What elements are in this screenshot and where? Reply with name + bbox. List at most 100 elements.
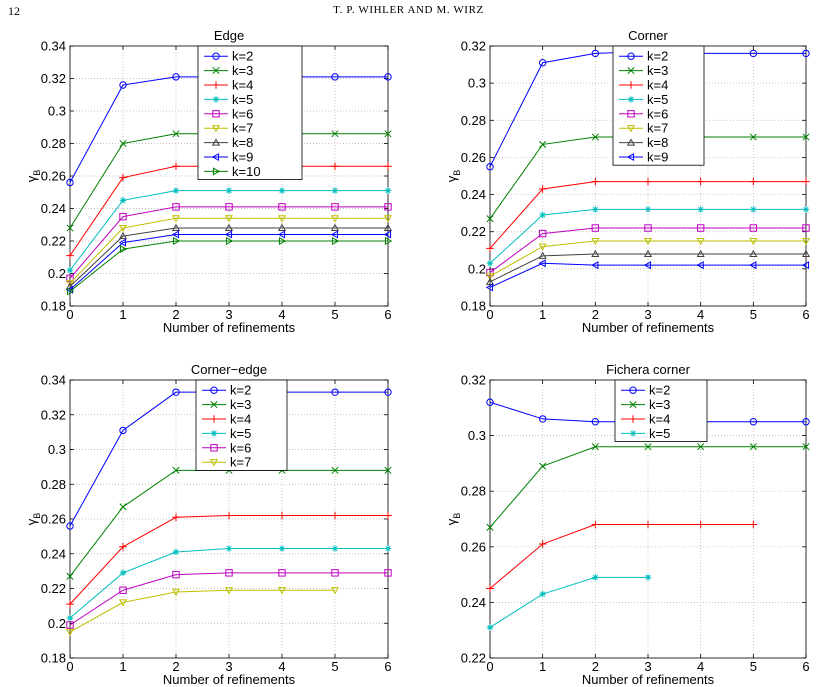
legend-item: k=10 [204,164,261,179]
data-point [749,261,757,270]
data-point [749,224,758,232]
x-tick-label: 3 [644,659,651,674]
legend-item: k=7 [204,121,253,136]
legend: k=2k=3k=4k=5k=6k=7k=8k=9 [612,45,705,166]
legend-label: k=2 [647,49,668,64]
series-line [69,572,388,626]
data-point [277,230,286,239]
data-point [210,401,218,409]
data-point [538,259,546,268]
data-point [644,224,652,232]
data-point [65,280,75,288]
data-point [225,569,233,577]
series-k-6 [66,203,392,283]
data-point [277,587,287,595]
series-k-5 [486,574,652,631]
data-point [119,212,127,221]
y-tick-label: 0.3 [48,442,66,457]
legend-item: k=5 [619,92,668,107]
data-point [697,443,705,451]
series-k-5 [66,187,392,274]
legend-item: k=2 [619,49,668,64]
legend-label: k=5 [647,92,668,107]
legend-item: k=5 [204,92,253,107]
data-point [172,73,180,81]
series-line [489,576,648,628]
data-point [277,215,287,223]
data-point [119,503,127,511]
ticks: 0 1 2 3 4 5 6 0.18 0.2 0.22 0.24 0.26 0.28 0.3 0.32 [461,39,810,323]
legend-item: k=8 [619,135,668,150]
data-point [486,624,494,631]
legend-label: k=9 [647,150,668,165]
x-tick-label: 1 [119,307,126,322]
x-tick-label: 3 [644,307,651,322]
x-tick-label: 6 [802,659,809,674]
data-point [212,52,220,60]
data-point [539,590,546,598]
legend-label: k=8 [647,135,668,150]
x-axis-label: Number of refinements [582,320,715,335]
data-point [802,49,810,58]
y-tick-label: 0.28 [461,113,486,128]
legend-label: k=4 [232,78,253,93]
data-point [66,522,74,530]
data-point [591,261,599,270]
data-point [212,110,220,118]
y-tick-label: 0.32 [461,373,486,388]
x-tick-label: 6 [802,307,809,322]
data-point [278,569,286,577]
data-point [591,249,600,258]
legend-label: k=7 [230,455,251,470]
data-point [384,545,392,552]
data-point [802,224,810,232]
data-point [66,224,74,232]
data-point [802,133,810,141]
data-point [627,110,635,118]
data-point [591,520,600,529]
data-point [486,584,494,593]
legend-label: k=2 [232,49,253,64]
data-point [211,152,220,162]
data-point [384,203,392,211]
legend-label: k=4 [230,412,251,427]
legend-item: k=6 [202,440,251,455]
y-tick-label: 0.22 [41,581,66,596]
data-point [538,415,547,423]
data-point [210,386,218,394]
data-point [539,211,546,219]
y-tick-label: 0.24 [41,201,66,216]
data-point [384,187,392,194]
data-point [119,81,127,89]
data-point [591,224,600,232]
data-point [801,261,810,270]
y-tick-label: 0.22 [41,234,66,249]
data-point [696,520,705,529]
data-point [486,215,494,223]
data-point [801,249,811,258]
series-k-4 [486,520,758,593]
y-tick-label: 0.24 [41,546,66,561]
data-point [119,543,127,551]
data-point [331,545,339,552]
data-point [66,572,74,580]
series-k-7 [485,237,811,281]
x-tick-label: 1 [539,659,546,674]
ticks: 0 1 2 3 4 5 6 0.22 0.24 0.26 0.28 0.3 0.32 [461,373,810,675]
legend-item: k=8 [204,135,253,150]
data-point [629,430,637,437]
data-point [331,569,339,577]
data-point [629,415,637,423]
legend-label: k=6 [232,106,253,121]
y-tick-label: 0.24 [461,595,486,610]
legend-item: k=7 [202,455,251,470]
data-point [644,177,652,186]
y-tick-label: 0.2 [48,616,66,631]
data-point [66,267,74,274]
data-point [539,462,547,470]
data-point [486,260,494,267]
legend-label: k=3 [230,397,251,412]
page-header: 12 T. P. WIHLER AND M. WIRZ [0,4,817,20]
data-point [384,466,392,474]
legend-item: k=9 [619,150,668,165]
